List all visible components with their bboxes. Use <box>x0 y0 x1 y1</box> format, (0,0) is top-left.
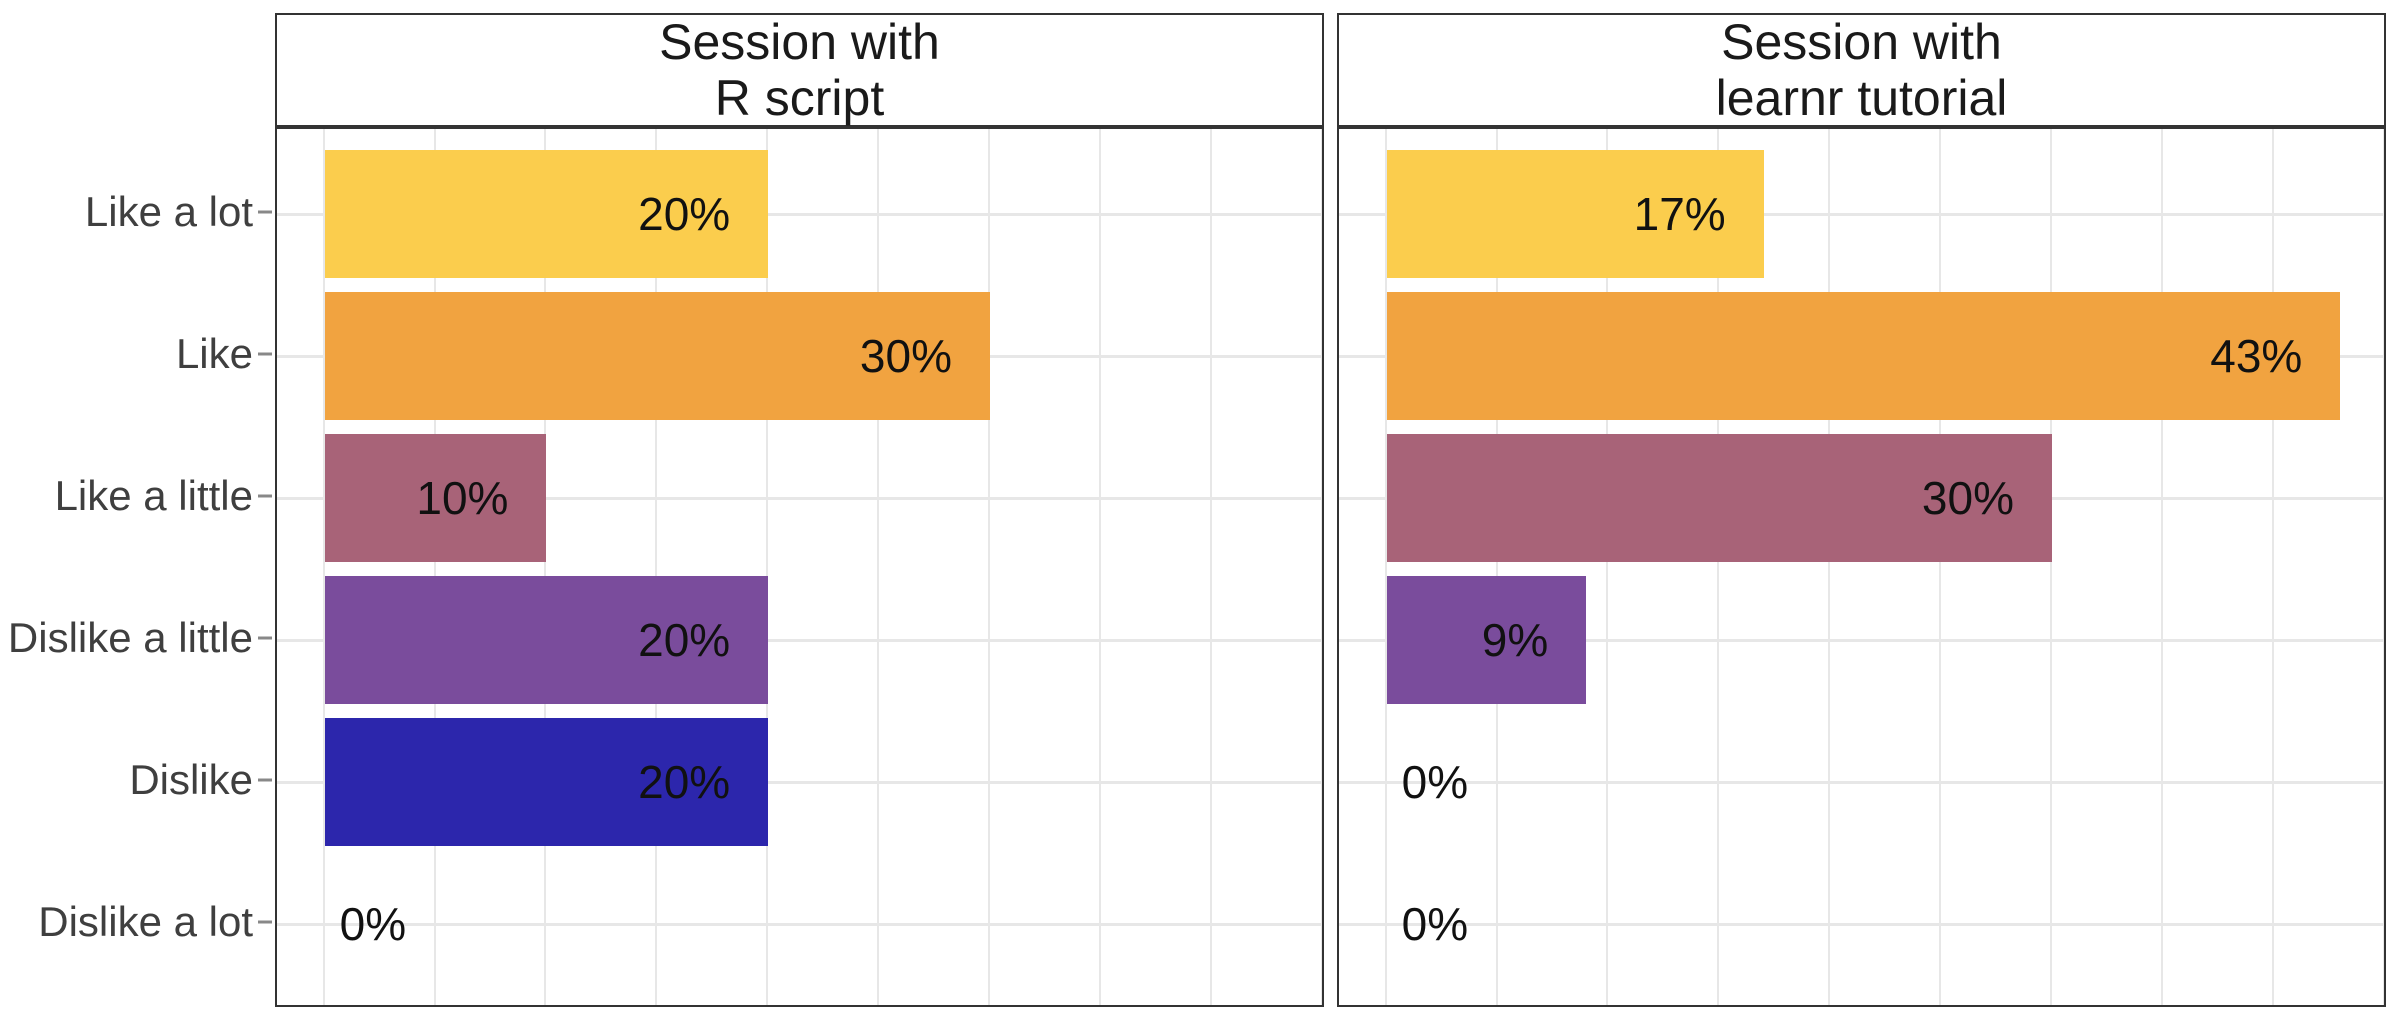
bar-like-a-little <box>324 434 547 563</box>
bar-value-label-dislike: 20% <box>638 755 731 808</box>
bar-like-a-little <box>1386 434 2052 563</box>
panel-session-with-learnr-tutorial: 17% 43% 30% 9% 0% 0% <box>1337 127 2386 1007</box>
bar-dislike <box>324 717 769 846</box>
y-axis-tick-dislike <box>258 778 272 782</box>
gridline-x-15 <box>655 129 658 1005</box>
gridline-x-15 <box>1717 129 1720 1005</box>
gridline-x-0 <box>322 129 325 1005</box>
y-axis-tick-like <box>258 352 272 356</box>
y-axis-label-dislike: Dislike <box>129 755 253 803</box>
gridline-x-20 <box>766 129 769 1005</box>
gridline-x-20 <box>1828 129 1831 1005</box>
gridline-x-35 <box>2160 129 2163 1005</box>
gridline-y-like-a-little <box>277 497 1322 501</box>
gridline-x-45 <box>1320 129 1322 1005</box>
bar-dislike-a-little <box>1386 575 1587 704</box>
gridline-y-dislike-a-lot <box>1339 922 2384 926</box>
y-axis-label-dislike-a-little: Dislike a little <box>7 613 253 661</box>
bar-value-label-like: 30% <box>859 330 952 383</box>
gridline-x-25 <box>1939 129 1942 1005</box>
y-axis-label-like-a-little: Like a little <box>54 472 253 520</box>
gridline-y-like-a-lot <box>1339 213 2384 217</box>
facet-strip-session-with-learnr-tutorial: Session with learnr tutorial <box>1337 13 2386 127</box>
bar-value-label-like-a-little: 10% <box>416 472 509 525</box>
gridline-y-dislike-a-little <box>277 638 1322 642</box>
gridline-x-10 <box>1606 129 1609 1005</box>
gridline-x-45 <box>2382 129 2384 1005</box>
facet-strip-session-with-r-script: Session with R script <box>275 13 1324 127</box>
y-axis-label-like-a-lot: Like a lot <box>84 188 253 236</box>
bar-value-label-dislike: 0% <box>1401 755 1469 808</box>
bar-value-label-like-a-lot: 17% <box>1633 188 1726 241</box>
gridline-y-like-a-lot <box>277 213 1322 217</box>
gridline-x-40 <box>1209 129 1212 1005</box>
bar-like-a-lot <box>1386 150 1764 279</box>
bar-like <box>324 292 990 421</box>
gridline-x-5 <box>1495 129 1498 1005</box>
bar-value-label-dislike-a-little: 9% <box>1481 613 1549 666</box>
gridline-y-dislike <box>277 780 1322 784</box>
gridline-x-0 <box>1384 129 1387 1005</box>
gridline-x-35 <box>1098 129 1101 1005</box>
y-axis-tick-dislike-a-lot <box>258 920 272 924</box>
facet-title-line: Session with <box>1721 14 2002 70</box>
gridline-x-30 <box>2050 129 2052 1005</box>
gridline-y-dislike-a-little <box>1339 638 2384 642</box>
gridline-x-25 <box>877 129 880 1005</box>
gridline-y-dislike <box>1339 780 2384 784</box>
gridline-x-5 <box>433 129 436 1005</box>
gridline-x-30 <box>988 129 990 1005</box>
bar-value-label-like: 43% <box>2210 330 2303 383</box>
bar-value-label-dislike-a-little: 20% <box>638 613 731 666</box>
panel-session-with-r-script: 20% 30% 10% 20% 20% 0% <box>275 127 1324 1007</box>
y-axis-label-dislike-a-lot: Dislike a lot <box>38 897 253 945</box>
bar-value-label-dislike-a-lot: 0% <box>339 897 407 950</box>
bar-value-label-like-a-little: 30% <box>1921 472 2014 525</box>
gridline-x-40 <box>2271 129 2274 1005</box>
bar-dislike-a-little <box>324 575 769 704</box>
y-axis-label-like: Like <box>175 330 253 378</box>
bar-value-label-dislike-a-lot: 0% <box>1401 897 1469 950</box>
gridline-x-10 <box>544 129 547 1005</box>
facet-title-line: Session with <box>659 14 940 70</box>
facet-title-line: learnr tutorial <box>1715 70 2008 126</box>
y-axis-tick-like-a-lot <box>258 210 272 214</box>
facet-title-line: R script <box>714 70 885 126</box>
bar-value-label-like-a-lot: 20% <box>638 188 731 241</box>
bar-like-a-lot <box>324 150 769 279</box>
y-axis-tick-dislike-a-little <box>258 636 272 640</box>
gridline-y-dislike-a-lot <box>277 922 1322 926</box>
bar-like <box>1386 292 2341 421</box>
y-axis-tick-like-a-little <box>258 494 272 498</box>
